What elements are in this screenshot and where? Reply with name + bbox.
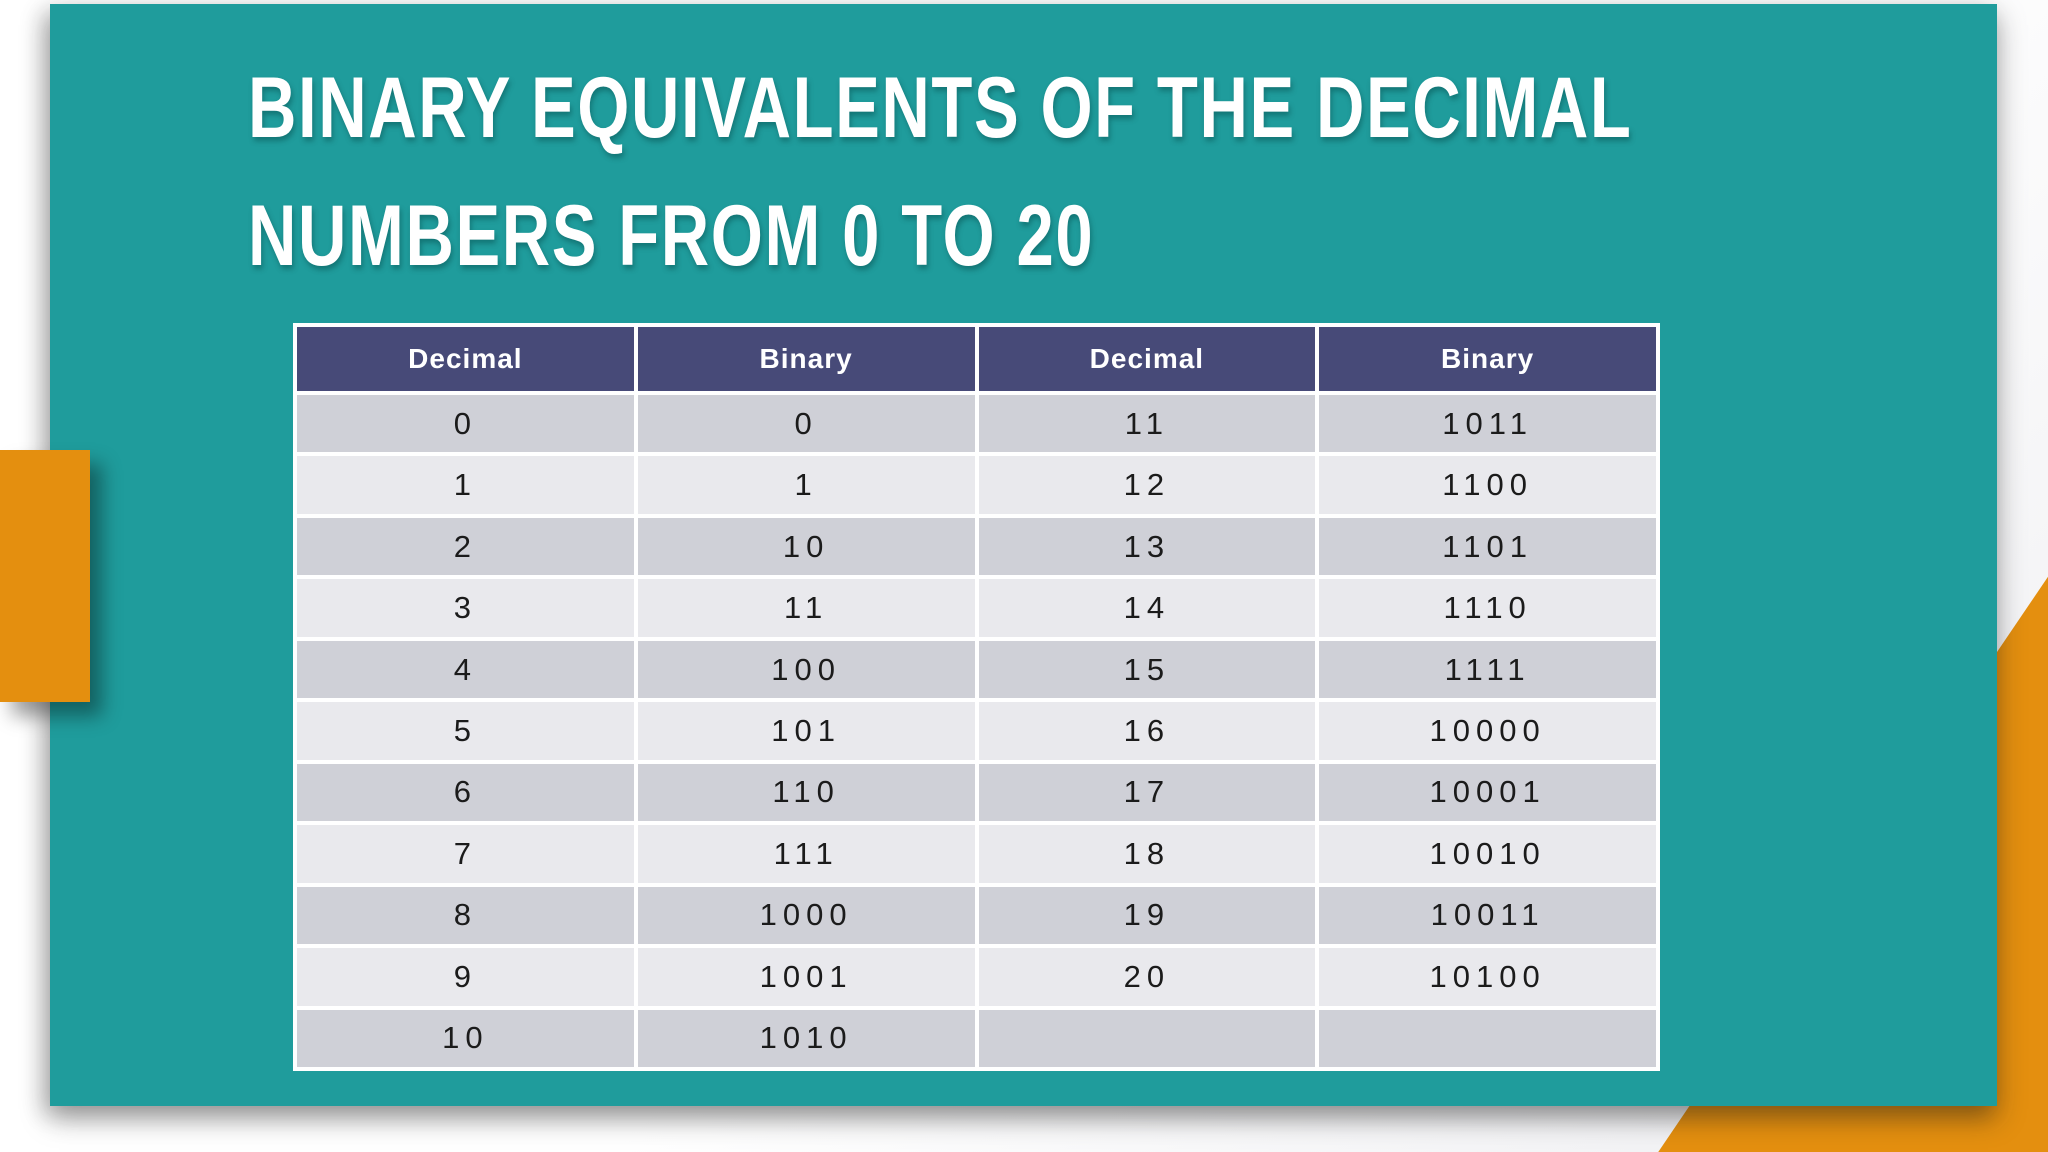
table-header-decimal-right: Decimal xyxy=(978,327,1316,391)
table-cell xyxy=(978,1009,1316,1067)
table-header-decimal-left: Decimal xyxy=(297,327,634,391)
slide-title-line-1: BINARY EQUIVALENTS OF THE DECIMAL xyxy=(248,60,1633,156)
table-cell: 110 xyxy=(637,763,975,822)
table-cell: 1001 xyxy=(637,948,975,1006)
table-cell: 1000 xyxy=(637,886,975,945)
table-cell: 10010 xyxy=(1319,825,1656,883)
table-cell: 11 xyxy=(637,579,975,637)
table-cell: 14 xyxy=(978,579,1316,637)
table-cell: 5 xyxy=(297,702,634,760)
table-cell: 1111 xyxy=(1319,640,1656,699)
table-cell: 20 xyxy=(978,948,1316,1006)
table-cell: 1010 xyxy=(637,1009,975,1067)
table-cell: 6 xyxy=(297,763,634,822)
table-cell: 12 xyxy=(978,456,1316,514)
table-cell: 17 xyxy=(978,763,1316,822)
table-cell: 16 xyxy=(978,702,1316,760)
table-cell: 13 xyxy=(978,517,1316,576)
table-cell: 10000 xyxy=(1319,702,1656,760)
table-cell: 1100 xyxy=(1319,456,1656,514)
table-cell: 10 xyxy=(637,517,975,576)
table-cell xyxy=(1319,1009,1656,1067)
table-cell: 15 xyxy=(978,640,1316,699)
table-cell: 111 xyxy=(637,825,975,883)
table-cell: 0 xyxy=(637,395,975,453)
table-cell: 0 xyxy=(297,395,634,453)
table-cell: 9 xyxy=(297,948,634,1006)
table-cell: 1 xyxy=(297,456,634,514)
table-cell: 1101 xyxy=(1319,517,1656,576)
table-header-binary-left: Binary xyxy=(637,327,975,391)
table-cell: 11 xyxy=(978,395,1316,453)
table-cell: 1011 xyxy=(1319,395,1656,453)
slide-title: BINARY EQUIVALENTS OF THE DECIMAL NUMBER… xyxy=(248,44,2023,300)
table-cell: 10 xyxy=(297,1009,634,1067)
table-cell: 100 xyxy=(637,640,975,699)
slide-title-line-2: NUMBERS FROM 0 TO 20 xyxy=(248,188,1095,284)
binary-conversion-table: Decimal Binary Decimal Binary 0 0 11 1011 1 1… xyxy=(293,323,1660,1071)
table-cell: 7 xyxy=(297,825,634,883)
table-cell: 1110 xyxy=(1319,579,1656,637)
orange-left-accent xyxy=(0,450,90,702)
table-cell: 101 xyxy=(637,702,975,760)
table-cell: 10011 xyxy=(1319,886,1656,945)
table-cell: 1 xyxy=(637,456,975,514)
table-cell: 10001 xyxy=(1319,763,1656,822)
table-cell: 2 xyxy=(297,517,634,576)
table-cell: 3 xyxy=(297,579,634,637)
table-header-binary-right: Binary xyxy=(1319,327,1656,391)
table-cell: 18 xyxy=(978,825,1316,883)
table-cell: 19 xyxy=(978,886,1316,945)
table-cell: 10100 xyxy=(1319,948,1656,1006)
table-cell: 4 xyxy=(297,640,634,699)
table-cell: 8 xyxy=(297,886,634,945)
